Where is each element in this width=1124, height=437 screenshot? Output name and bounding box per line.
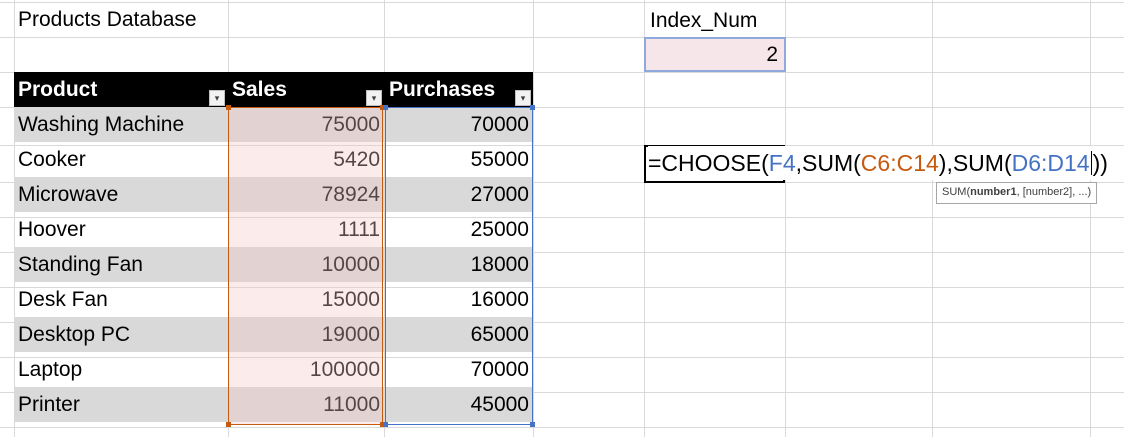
gridline <box>0 2 1124 3</box>
sales-cell[interactable]: 100000 <box>309 358 380 381</box>
table-header <box>14 72 533 107</box>
range-handle[interactable] <box>226 422 231 427</box>
formula-part: =CHOOSE( <box>648 150 769 176</box>
gridline <box>533 0 534 437</box>
formula-ref-f4: F4 <box>768 150 796 176</box>
tooltip-fn: SUM( <box>942 186 971 198</box>
sales-cell[interactable]: 75000 <box>321 113 380 136</box>
table-row: Desk Fan 15000 16000 <box>14 282 533 317</box>
gridline <box>0 37 1124 38</box>
text-cursor <box>1090 151 1092 175</box>
index-num-label[interactable]: Index_Num <box>650 9 758 32</box>
formula-part: ,SUM( <box>795 150 861 176</box>
table-row: Microwave 78924 27000 <box>14 177 533 212</box>
gridline <box>14 0 15 437</box>
sales-cell[interactable]: 15000 <box>321 288 380 311</box>
product-cell[interactable]: Washing Machine <box>18 113 185 136</box>
product-cell[interactable]: Hoover <box>18 218 86 241</box>
filter-dropdown-icon[interactable]: ▾ <box>366 90 382 106</box>
purchases-cell[interactable]: 18000 <box>470 253 529 276</box>
filter-dropdown-icon[interactable]: ▾ <box>515 90 531 106</box>
gridline <box>0 252 1124 253</box>
gridline <box>0 392 1124 393</box>
table-row: Printer 11000 45000 <box>14 387 533 422</box>
sales-cell[interactable]: 78924 <box>321 183 380 206</box>
sheet-title[interactable]: Products Database <box>18 8 197 31</box>
header-sales[interactable]: Sales <box>232 78 287 101</box>
range-handle[interactable] <box>383 105 388 110</box>
formula-ref-sales: C6:C14 <box>860 150 939 176</box>
gridline <box>0 427 1124 428</box>
table-row: Standing Fan 10000 18000 <box>14 247 533 282</box>
sales-cell[interactable]: 5420 <box>333 148 380 171</box>
table-row: Washing Machine 75000 70000 <box>14 107 533 142</box>
range-handle[interactable] <box>380 422 385 427</box>
sales-cell[interactable]: 10000 <box>321 253 380 276</box>
product-cell[interactable]: Desk Fan <box>18 288 108 311</box>
gridline <box>384 0 385 437</box>
purchases-cell[interactable]: 25000 <box>470 218 529 241</box>
formula-text[interactable]: =CHOOSE(F4,SUM(C6:C14),SUM(D6:D14)) <box>648 146 1110 180</box>
purchases-cell[interactable]: 55000 <box>470 148 529 171</box>
purchases-cell[interactable]: 16000 <box>470 288 529 311</box>
filter-dropdown-icon[interactable]: ▾ <box>209 90 225 106</box>
index-num-cell[interactable]: 2 <box>644 37 786 72</box>
table-row: Laptop 100000 70000 <box>14 352 533 387</box>
formula-ref-purchases: D6:D14 <box>1011 150 1090 176</box>
table-row: Cooker 5420 55000 <box>14 142 533 177</box>
gridline <box>0 357 1124 358</box>
formula-part: )) <box>1092 150 1108 176</box>
function-tooltip[interactable]: SUM(number1, [number2], ...) <box>936 182 1098 204</box>
gridline <box>932 0 933 437</box>
tooltip-args-rest: , [number2], ...) <box>1016 186 1092 198</box>
gridline <box>0 107 1124 108</box>
sales-cell[interactable]: 19000 <box>321 323 380 346</box>
header-purchases[interactable]: Purchases <box>389 78 496 101</box>
range-handle[interactable] <box>226 105 231 110</box>
gridline <box>644 0 645 437</box>
product-cell[interactable]: Microwave <box>18 183 119 206</box>
purchases-cell[interactable]: 27000 <box>470 183 529 206</box>
sales-range-highlight <box>228 107 383 425</box>
gridline <box>785 0 786 437</box>
product-cell[interactable]: Printer <box>18 393 80 416</box>
product-cell[interactable]: Cooker <box>18 148 86 171</box>
tooltip-arg-current: number1 <box>970 186 1017 198</box>
gridline <box>0 287 1124 288</box>
range-handle[interactable] <box>380 105 385 110</box>
formula-part: ),SUM( <box>938 150 1012 176</box>
gridline <box>0 72 1124 73</box>
range-handle[interactable] <box>530 422 535 427</box>
range-handle[interactable] <box>530 105 535 110</box>
gridline <box>0 217 1124 218</box>
range-handle[interactable] <box>383 422 388 427</box>
gridline <box>0 322 1124 323</box>
product-cell[interactable]: Laptop <box>18 358 83 381</box>
sales-cell[interactable]: 11000 <box>323 393 380 416</box>
header-product[interactable]: Product <box>18 78 98 101</box>
product-cell[interactable]: Standing Fan <box>18 253 143 276</box>
purchases-cell[interactable]: 70000 <box>470 358 529 381</box>
gridline <box>0 145 1124 146</box>
purchases-cell[interactable]: 45000 <box>470 393 529 416</box>
product-cell[interactable]: Desktop PC <box>18 323 131 346</box>
table-row: Desktop PC 19000 65000 <box>14 317 533 352</box>
sales-cell[interactable]: 1111 <box>337 218 380 241</box>
gridline <box>0 182 1124 183</box>
purchases-range-highlight <box>385 107 533 425</box>
gridline <box>1090 0 1091 437</box>
purchases-cell[interactable]: 70000 <box>470 113 529 136</box>
purchases-cell[interactable]: 65000 <box>470 323 529 346</box>
table-row: Hoover 1111 25000 <box>14 212 533 247</box>
